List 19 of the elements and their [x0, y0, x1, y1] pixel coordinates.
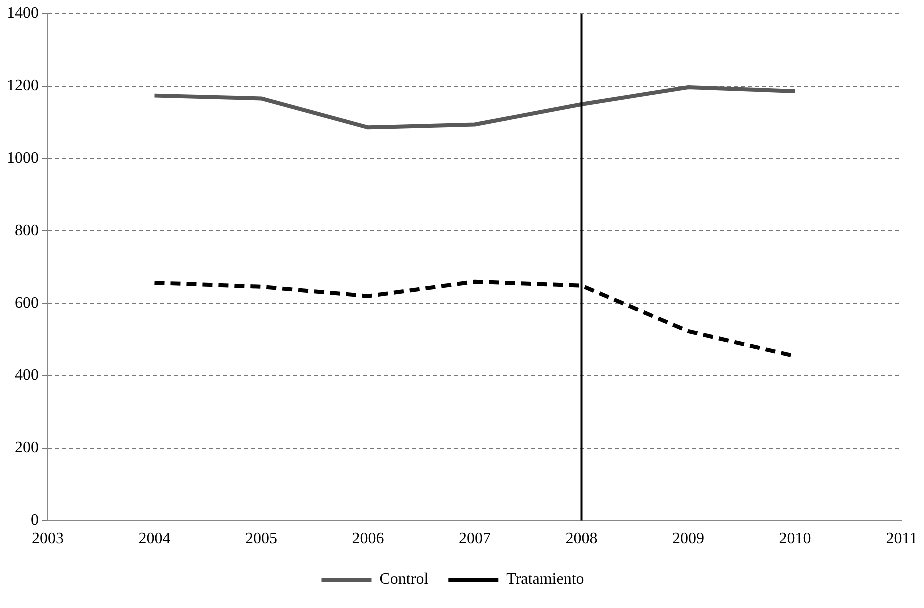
x-tick-label: 2009 [672, 530, 704, 548]
x-tick-label: 2008 [566, 530, 598, 548]
x-tick-label: 2011 [886, 530, 918, 548]
x-tick-label: 2003 [32, 530, 64, 548]
y-tick-label: 400 [15, 367, 39, 384]
x-tick-label: 2005 [246, 530, 278, 548]
y-tick-label: 1000 [7, 150, 39, 168]
legend-label: Control [380, 571, 430, 588]
x-tick-label: 2010 [779, 530, 812, 548]
y-tick-label: 600 [15, 294, 39, 312]
x-tick-label: 2007 [459, 530, 491, 548]
legend-label: Tratamiento [506, 571, 584, 588]
y-tick-label: 1200 [7, 78, 39, 95]
y-tick-label: 800 [15, 222, 39, 240]
y-tick-label: 0 [31, 512, 39, 530]
y-tick-label: 200 [15, 440, 39, 457]
x-tick-label: 2006 [352, 530, 384, 548]
y-tick-label: 1400 [7, 5, 39, 22]
x-tick-label: 2004 [138, 530, 171, 548]
